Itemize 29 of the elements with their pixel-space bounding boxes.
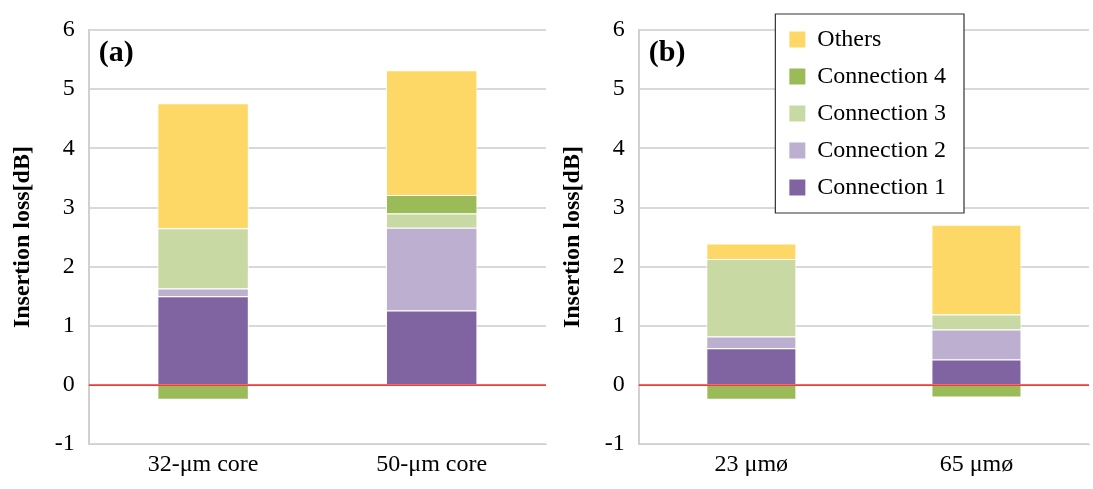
x-tick-label: 32-μm core bbox=[147, 449, 259, 476]
y-tick-label: 3 bbox=[612, 192, 625, 219]
legend-label: Connection 3 bbox=[817, 98, 947, 125]
legend-label: Connection 4 bbox=[817, 61, 947, 88]
y-tick-label: 2 bbox=[62, 251, 75, 278]
y-axis-title: Insertion loss[dB] bbox=[7, 146, 34, 329]
y-tick-label: 1 bbox=[612, 311, 625, 338]
annotation: (a) bbox=[98, 33, 134, 68]
y-tick-label: 0 bbox=[612, 370, 625, 397]
legend-label: Connection 1 bbox=[817, 172, 947, 199]
y-tick-label: 5 bbox=[612, 74, 625, 101]
y-tick-label: -1 bbox=[54, 429, 75, 456]
legend-label: Others bbox=[817, 24, 882, 51]
x-tick-label: 50-μm core bbox=[376, 449, 488, 476]
y-tick-label: 5 bbox=[62, 74, 75, 101]
y-tick-label: -1 bbox=[604, 429, 625, 456]
y-tick-label: 4 bbox=[62, 133, 75, 160]
legend-label: Connection 2 bbox=[817, 135, 947, 162]
y-tick-label: 0 bbox=[62, 370, 75, 397]
y-tick-label: 4 bbox=[612, 133, 625, 160]
y-tick-label: 2 bbox=[612, 251, 625, 278]
y-tick-label: 6 bbox=[62, 15, 75, 42]
y-tick-label: 1 bbox=[62, 311, 75, 338]
x-tick-label: 65 μmø bbox=[939, 449, 1014, 476]
annotation: (b) bbox=[648, 33, 686, 68]
y-axis-title: Insertion loss[dB] bbox=[557, 146, 584, 329]
x-tick-label: 23 μmø bbox=[714, 449, 789, 476]
y-tick-label: 6 bbox=[612, 15, 625, 42]
y-tick-label: 3 bbox=[62, 192, 75, 219]
